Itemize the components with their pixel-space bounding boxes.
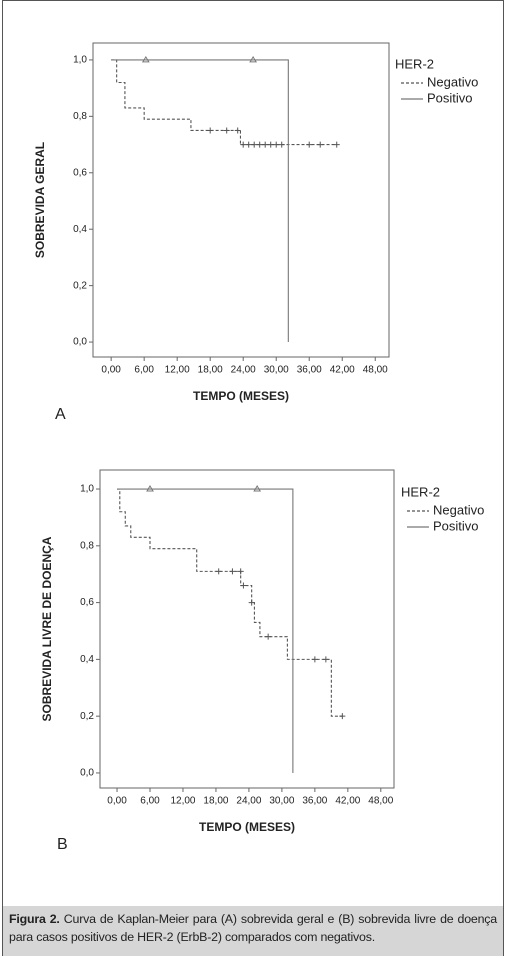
- censor-mark: [265, 633, 272, 640]
- y-axis-title: SOBREVIDA LIVRE DE DOENÇA: [40, 536, 54, 721]
- survival-curve: [111, 59, 337, 146]
- charts: 0,0 0,2 0,4 0,6 0,8 1,0 0,00 6,00 12,00 18,00 24,0…: [33, 42, 484, 853]
- legend-label: Positivo: [433, 518, 479, 533]
- plot-frame: [92, 42, 390, 358]
- y-tick-label: 0,0: [73, 337, 87, 348]
- x-tick-label: 30,00: [264, 365, 289, 376]
- x-tick-label: 36,00: [297, 365, 322, 376]
- survival-curve: [111, 59, 289, 343]
- censor-mark: [229, 568, 236, 575]
- censor-mark: [273, 141, 280, 148]
- censor-mark: [262, 141, 269, 148]
- y-tick-label: 0,0: [80, 768, 94, 779]
- x-tick-label: 42,00: [335, 796, 360, 807]
- survival-curve: [117, 488, 294, 773]
- censor-mark: [237, 568, 244, 575]
- y-axis-title: SOBREVIDA GERAL: [33, 142, 47, 258]
- censor-mark: [141, 55, 150, 63]
- censor-mark: [311, 656, 318, 663]
- censor-mark: [240, 582, 247, 589]
- censor-mark: [223, 127, 230, 134]
- caption-text: Curva de Kaplan-Meier para (A) sobrevida…: [9, 912, 497, 944]
- y-tick-label: 0,2: [73, 280, 87, 291]
- x-tick-label: 48,00: [368, 796, 393, 807]
- x-tick-label: 18,00: [203, 796, 228, 807]
- censor-mark: [267, 141, 274, 148]
- y-tick-label: 0,8: [80, 540, 94, 551]
- censor-mark: [333, 141, 340, 148]
- survival-curve: [117, 488, 343, 717]
- x-tick-label: 24,00: [236, 796, 261, 807]
- censor-mark: [278, 141, 285, 148]
- x-tick-label: 24,00: [231, 365, 256, 376]
- censor-mark: [245, 141, 252, 148]
- y-tick-label: 0,8: [73, 111, 87, 122]
- censor-mark: [339, 713, 346, 720]
- x-tick-label: 0,00: [101, 365, 121, 376]
- x-tick-label: 42,00: [330, 365, 355, 376]
- x-axis-title: TEMPO (MESES): [199, 820, 295, 834]
- censor-mark: [256, 141, 263, 148]
- legend-title: HER-2: [401, 484, 440, 499]
- y-tick-label: 0,4: [80, 654, 94, 665]
- x-tick-label: 48,00: [363, 365, 388, 376]
- y-tick-label: 0,4: [73, 224, 87, 235]
- plot-frame: [99, 469, 395, 789]
- legend-label: Positivo: [427, 90, 473, 105]
- y-tick-label: 1,0: [73, 55, 87, 66]
- censor-mark: [249, 55, 257, 63]
- panel-label: B: [57, 836, 68, 853]
- x-tick-label: 6,00: [140, 796, 160, 807]
- x-tick-label: 6,00: [134, 365, 154, 376]
- x-axis-title: TEMPO (MESES): [193, 389, 289, 403]
- x-tick-label: 36,00: [302, 796, 327, 807]
- legend-label: Negativo: [433, 502, 484, 517]
- y-tick-label: 0,6: [80, 597, 94, 608]
- censor-mark: [248, 599, 255, 606]
- censor-mark: [240, 141, 247, 148]
- legend-title: HER-2: [395, 56, 434, 71]
- caption: Figura 2. Curva de Kaplan-Meier para (A)…: [3, 906, 503, 956]
- x-tick-label: 12,00: [170, 796, 195, 807]
- y-tick-label: 1,0: [80, 484, 94, 495]
- censor-mark: [322, 656, 329, 663]
- censor-mark: [207, 127, 214, 134]
- legend-label: Negativo: [427, 74, 478, 89]
- censor-mark: [234, 127, 241, 134]
- censor-mark: [317, 141, 324, 148]
- censor-mark: [215, 568, 222, 575]
- x-tick-label: 18,00: [198, 365, 223, 376]
- x-tick-label: 12,00: [165, 365, 190, 376]
- x-tick-label: 30,00: [269, 796, 294, 807]
- censor-mark: [251, 141, 258, 148]
- censor-mark: [146, 485, 154, 492]
- censor-mark: [253, 485, 262, 492]
- x-tick-label: 0,00: [107, 796, 127, 807]
- censor-mark: [306, 141, 313, 148]
- y-tick-label: 0,6: [73, 167, 87, 178]
- y-tick-label: 0,2: [80, 711, 94, 722]
- panel-label: A: [55, 406, 66, 423]
- caption-label: Figura 2.: [9, 912, 60, 926]
